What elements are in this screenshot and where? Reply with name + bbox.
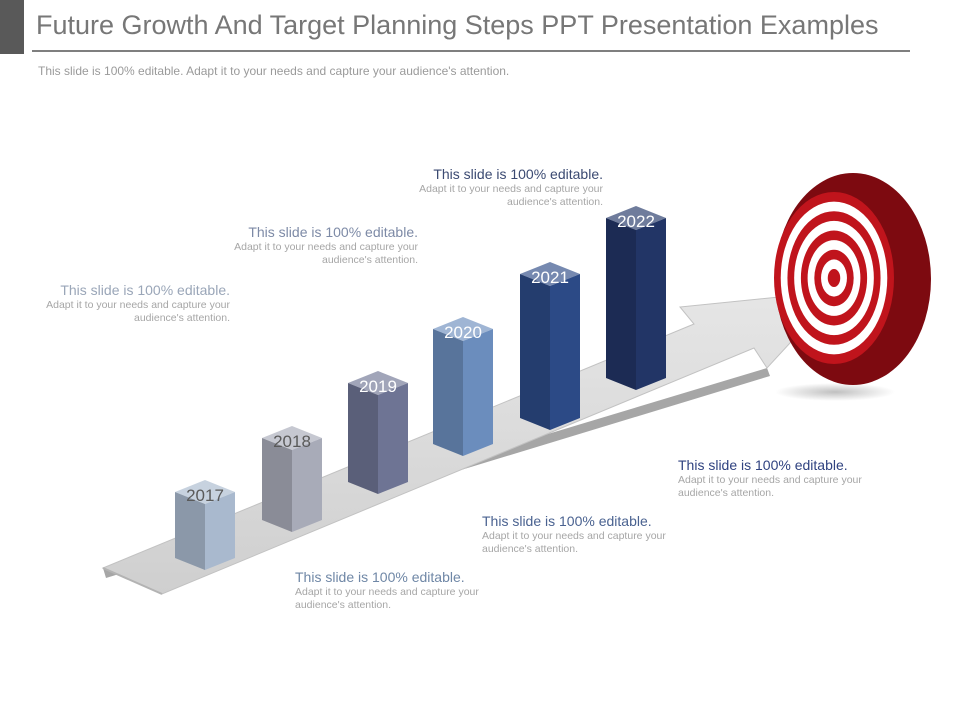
bar-right-face [636,218,666,390]
callout-2-body: Adapt it to your needs and capture your … [234,241,418,266]
year-bar-2019: 2019 [348,371,408,494]
bar-left-face [348,383,378,494]
bar-left-face [175,492,205,570]
year-bar-2017: 2017 [175,480,235,570]
bar-right-face [550,274,580,430]
bar-left-face [606,218,636,390]
bar-year-label: 2018 [273,432,311,451]
callout-4-title: This slide is 100% editable. [295,569,465,585]
callout-6-body: Adapt it to your needs and capture your … [678,474,862,499]
callout-3: This slide is 100% editable. Adapt it to… [373,166,603,209]
callout-5-body: Adapt it to your needs and capture your … [482,530,666,555]
callout-3-body: Adapt it to your needs and capture your … [419,183,603,208]
bar-year-label: 2022 [617,212,655,231]
title-divider [32,50,910,52]
year-bar-2022: 2022 [606,206,666,390]
bar-left-face [433,329,463,456]
bar-year-label: 2020 [444,323,482,342]
callout-4: This slide is 100% editable. Adapt it to… [295,569,525,612]
callout-6: This slide is 100% editable. Adapt it to… [678,457,908,500]
bar-right-face [463,329,493,456]
bar-year-label: 2017 [186,486,224,505]
bar-left-face [262,438,292,532]
bar-right-face [292,438,322,532]
year-bars: 2017 2018 2019 2020 2021 2022 [175,206,666,570]
callout-1-body: Adapt it to your needs and capture your … [46,299,230,324]
callout-1: This slide is 100% editable. Adapt it to… [0,282,230,325]
callout-5-title: This slide is 100% editable. [482,513,652,529]
target [774,173,931,401]
bar-left-face [520,274,550,430]
callout-2: This slide is 100% editable. Adapt it to… [188,224,418,267]
callout-5: This slide is 100% editable. Adapt it to… [482,513,712,556]
slide-subtitle: This slide is 100% editable. Adapt it to… [38,64,510,78]
bar-year-label: 2021 [531,268,569,287]
callout-3-title: This slide is 100% editable. [433,166,603,182]
callout-2-title: This slide is 100% editable. [248,224,418,240]
target-ring [827,269,841,287]
year-bar-2018: 2018 [262,426,322,532]
slide-title: Future Growth And Target Planning Steps … [36,10,879,40]
target-rings [774,192,894,364]
year-bar-2020: 2020 [433,317,493,456]
bar-right-face [378,383,408,494]
title-accent-bar [0,0,24,54]
callout-4-body: Adapt it to your needs and capture your … [295,586,479,611]
bar-year-label: 2019 [359,377,397,396]
callout-6-title: This slide is 100% editable. [678,457,848,473]
bar-right-face [205,492,235,570]
target-shadow [775,383,895,401]
year-bar-2021: 2021 [520,262,580,430]
callout-1-title: This slide is 100% editable. [60,282,230,298]
